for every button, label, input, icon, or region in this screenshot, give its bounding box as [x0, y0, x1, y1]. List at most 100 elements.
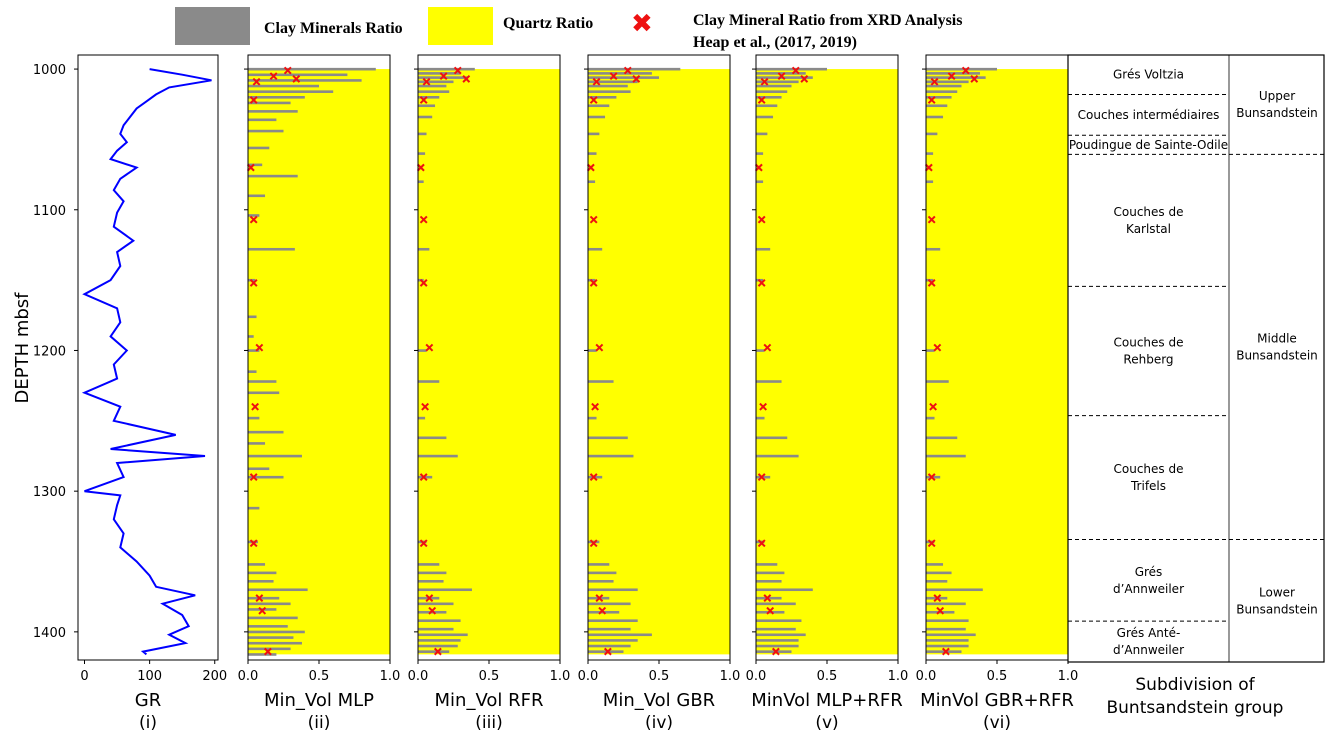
- clay-bar: [588, 571, 617, 575]
- clay-bar: [588, 90, 631, 93]
- y-tick-labels: 1000 1100 1200 1300 1400: [33, 63, 66, 641]
- xrd-marker: [255, 594, 264, 603]
- y-axis-label: DEPTH mbsf: [12, 292, 33, 404]
- clay-bar: [756, 436, 788, 440]
- xrd-marker: [416, 163, 425, 172]
- clay-bar: [926, 639, 969, 642]
- clay-bar: [248, 653, 277, 656]
- formation-label: Grés Anté-: [1117, 626, 1181, 640]
- xrd-marker: [763, 343, 772, 352]
- clay-bar: [756, 454, 799, 458]
- xrd-legend-label-2: Heap et al., (2017, 2019): [693, 34, 857, 51]
- xrd-marker: [970, 75, 979, 83]
- clay-bar: [418, 152, 426, 155]
- clay-bar: [418, 72, 461, 75]
- y-tick-label-1200: 1200: [33, 344, 66, 359]
- y-tick-label-1100: 1100: [33, 204, 66, 219]
- clay-bar: [418, 80, 454, 84]
- subdivision-title-1: Subdivision of: [1135, 675, 1255, 695]
- clay-bar: [926, 132, 938, 136]
- xrd-marker: [249, 539, 258, 548]
- clay-bar: [756, 152, 764, 155]
- xrd-legend-label-1: Clay Mineral Ratio from XRD Analysis: [693, 12, 962, 29]
- clay-bar: [248, 442, 266, 445]
- clay-bar: [926, 602, 966, 606]
- xrd-marker: [419, 215, 428, 224]
- clay-bar: [418, 380, 440, 383]
- xrd-marker: [791, 66, 800, 75]
- clay-bar: [756, 633, 806, 637]
- clay-bar: [926, 180, 934, 184]
- xrd-marker: [947, 72, 956, 81]
- clay-bar: [418, 349, 427, 352]
- clay-bar: [926, 104, 948, 108]
- xrd-marker: [929, 402, 938, 411]
- group-label: Upper: [1259, 89, 1295, 103]
- formation-label: Grés: [1135, 565, 1163, 579]
- panel-xlabel: Min_Vol GBR: [603, 690, 715, 711]
- clay-bar: [248, 571, 277, 575]
- clay-bar: [248, 335, 254, 338]
- clay-bar: [248, 84, 319, 88]
- clay-bar: [926, 152, 934, 155]
- clay-bar: [926, 633, 976, 637]
- clay-bar: [756, 416, 765, 420]
- xrd-marker: [936, 606, 945, 615]
- clay-bar: [418, 115, 433, 119]
- xrd-marker: [269, 72, 278, 81]
- x-tick-label: 0.0: [578, 669, 599, 684]
- x-tick-label: 0.5: [479, 669, 500, 684]
- clay-bar: [756, 639, 799, 642]
- xrd-marker: [419, 96, 428, 104]
- xrd-marker: [623, 66, 632, 75]
- clay-bar: [248, 247, 295, 251]
- clay-bar: [756, 247, 771, 251]
- x-tick-label: 200: [202, 669, 227, 684]
- xrd-marker: [453, 66, 462, 75]
- xrd-marker: [589, 215, 598, 224]
- clay-bar: [248, 349, 260, 352]
- panel-index-label: (v): [815, 713, 838, 733]
- xrd-marker: [439, 72, 448, 81]
- clay-bar: [588, 349, 597, 352]
- xrd-marker: [255, 343, 264, 352]
- xrd-marker: [759, 402, 768, 411]
- panel-index-label: (iii): [475, 713, 502, 733]
- clay-bar: [588, 67, 681, 71]
- clay-bar: [756, 84, 792, 88]
- clay-bar: [756, 627, 796, 631]
- clay-bar: [926, 76, 986, 79]
- quartz-legend-label: Quartz Ratio: [503, 15, 593, 32]
- clay-bar: [756, 115, 774, 119]
- clay-bar: [588, 180, 596, 184]
- clay-bar: [756, 180, 764, 184]
- formation-label: Rehberg: [1123, 353, 1173, 367]
- x-tick-label: 0.5: [987, 669, 1008, 684]
- panel-gbr_rfr: 0.0 0.5 1.0 MinVol GBR+RFR(vi): [916, 54, 1078, 733]
- clay-bar: [248, 596, 280, 600]
- quartz-fill: [926, 69, 1068, 655]
- xrd-marker: [609, 72, 618, 81]
- clay-bar: [756, 588, 813, 592]
- xrd-marker: [462, 75, 471, 83]
- xrd-marker: [589, 473, 598, 482]
- x-tick-label: 0.5: [817, 669, 838, 684]
- panel-xlabel: Min_Vol MLP: [264, 690, 374, 711]
- clay-bar: [248, 380, 277, 383]
- legend: Clay Minerals Ratio Quartz Ratio ✖ Clay …: [175, 7, 962, 51]
- clay-bar: [926, 247, 941, 251]
- clay-bar: [756, 650, 792, 653]
- xrd-marker: [595, 343, 604, 352]
- subdivision-title-2: Buntsandstein group: [1107, 698, 1284, 718]
- y-tick-label-1300: 1300: [33, 485, 66, 500]
- clay-bar: [588, 627, 631, 631]
- clay-bar: [418, 610, 447, 614]
- clay-bar: [926, 610, 955, 614]
- clay-bar: [248, 391, 280, 395]
- xrd-marker: [927, 215, 936, 224]
- clay-bar: [926, 436, 958, 440]
- xrd-marker: [252, 77, 261, 86]
- clay-bar: [756, 571, 785, 575]
- formation-label: Grés Voltzia: [1113, 68, 1184, 82]
- xrd-marker: [927, 539, 936, 548]
